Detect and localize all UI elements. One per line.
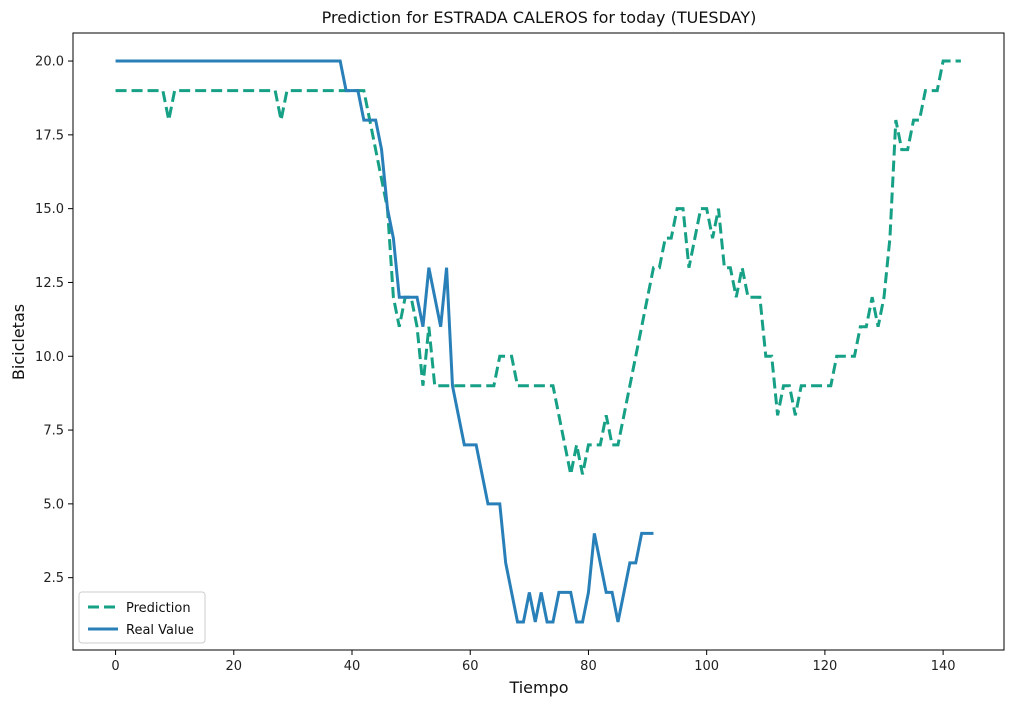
y-tick-label: 20.0 [35,55,64,70]
x-tick-label: 120 [812,659,837,674]
legend-label: Prediction [126,601,191,616]
x-tick-label: 60 [462,659,479,674]
y-axis: 2.5 5.0 7.5 10.0 12.5 15.0 17.5 20.0 [35,55,73,586]
legend: Prediction Real Value [78,591,206,644]
x-tick-label: 100 [694,659,719,674]
x-axis-label: Tiempo [508,678,568,697]
series-layer [115,59,961,624]
legend-label: Real Value [126,623,194,638]
y-tick-label: 15.0 [35,202,64,217]
x-axis: 0 20 40 60 80 100 120 140 [111,650,956,674]
series-line-prediction [115,59,961,475]
x-tick-label: 0 [111,659,119,674]
y-tick-label: 17.5 [35,128,64,143]
series-line-real-value [115,59,654,624]
x-tick-label: 140 [931,659,956,674]
y-tick-label: 7.5 [43,424,64,439]
plot-frame [72,32,1005,651]
x-tick-label: 40 [344,659,361,674]
y-tick-label: 5.0 [43,497,64,512]
x-tick-label: 20 [226,659,243,674]
x-tick-label: 80 [580,659,597,674]
y-tick-label: 12.5 [35,276,64,291]
y-tick-label: 2.5 [43,571,64,586]
y-tick-label: 10.0 [35,350,64,365]
chart-title: Prediction for ESTRADA CALEROS for today… [322,8,757,27]
y-axis-label: Bicicletas [9,304,28,380]
plot-area [72,32,1005,651]
